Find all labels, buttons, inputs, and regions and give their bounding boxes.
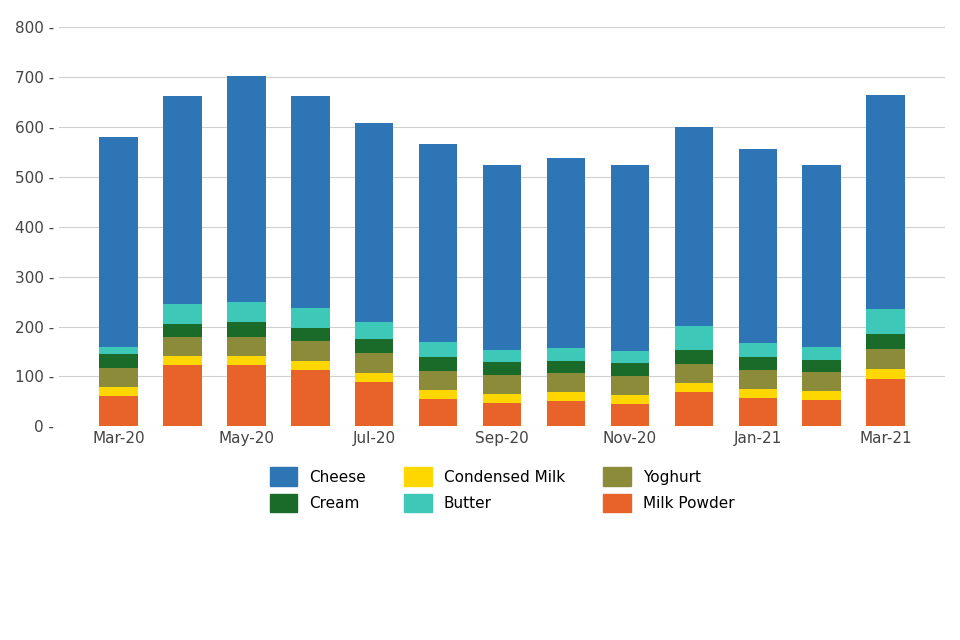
Bar (675, 326, 713, 351)
Bar (611, 166, 649, 351)
Bar (355, 353, 394, 373)
Bar (228, 321, 266, 337)
Bar (547, 361, 586, 373)
Bar (803, 360, 841, 372)
Bar (547, 392, 586, 401)
Bar (803, 348, 841, 360)
Bar (803, 166, 841, 348)
Bar (738, 389, 777, 398)
Bar (866, 309, 904, 334)
Bar (228, 337, 266, 356)
Bar (100, 355, 138, 369)
Bar (419, 143, 457, 342)
Bar (100, 396, 138, 426)
Bar (611, 395, 649, 404)
Bar (866, 369, 904, 379)
Bar (291, 371, 329, 426)
Bar (419, 342, 457, 357)
Bar (483, 350, 521, 362)
Bar (419, 371, 457, 390)
Bar (419, 390, 457, 399)
Bar (738, 357, 777, 370)
Bar (228, 301, 266, 321)
Bar (611, 364, 649, 376)
Bar (611, 351, 649, 364)
Bar (738, 149, 777, 344)
Bar (163, 337, 202, 356)
Bar (547, 373, 586, 392)
Bar (483, 362, 521, 375)
Bar (355, 322, 394, 339)
Bar (355, 382, 394, 426)
Bar (738, 370, 777, 389)
Bar (100, 387, 138, 396)
Bar (675, 392, 713, 426)
Bar (483, 403, 521, 426)
Bar (355, 373, 394, 382)
Bar (419, 357, 457, 371)
Bar (866, 349, 904, 369)
Bar (163, 303, 202, 324)
Bar (483, 394, 521, 403)
Bar (803, 391, 841, 400)
Bar (611, 376, 649, 395)
Bar (675, 127, 713, 326)
Bar (547, 401, 586, 426)
Bar (228, 365, 266, 426)
Bar (866, 379, 904, 426)
Bar (291, 308, 329, 328)
Bar (163, 96, 202, 303)
Bar (675, 383, 713, 392)
Bar (675, 351, 713, 364)
Bar (866, 334, 904, 349)
Bar (228, 356, 266, 365)
Bar (355, 339, 394, 353)
Bar (291, 328, 329, 342)
Bar (291, 362, 329, 371)
Bar (163, 365, 202, 426)
Bar (738, 344, 777, 357)
Bar (803, 372, 841, 391)
Bar (100, 137, 138, 347)
Bar (483, 164, 521, 350)
Bar (675, 364, 713, 383)
Bar (355, 123, 394, 322)
Bar (547, 158, 586, 348)
Bar (866, 95, 904, 309)
Bar (291, 96, 329, 308)
Bar (100, 369, 138, 387)
Bar (163, 356, 202, 365)
Bar (803, 400, 841, 426)
Bar (419, 399, 457, 426)
Legend: Cheese, Cream, Condensed Milk, Butter, Yoghurt, Milk Powder: Cheese, Cream, Condensed Milk, Butter, Y… (263, 461, 741, 518)
Bar (611, 404, 649, 426)
Bar (228, 76, 266, 301)
Bar (100, 347, 138, 355)
Bar (547, 348, 586, 361)
Bar (483, 375, 521, 394)
Bar (291, 342, 329, 362)
Bar (163, 324, 202, 337)
Bar (738, 398, 777, 426)
